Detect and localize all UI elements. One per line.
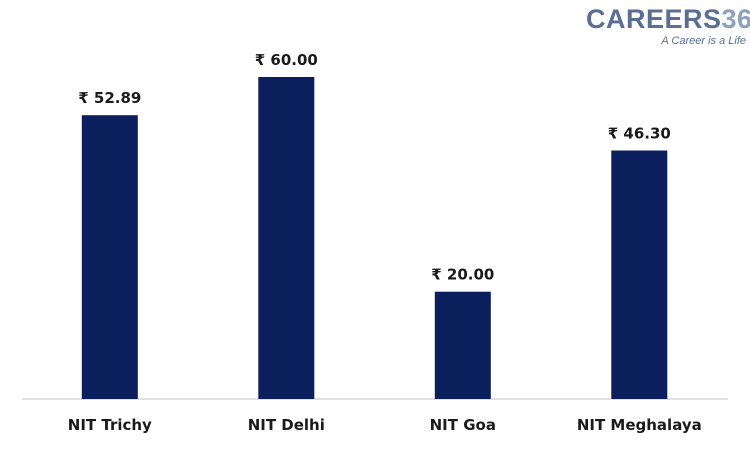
bars-group [81, 77, 668, 399]
careers360-logo: CAREERS360 A Career is a Life [586, 4, 750, 50]
value-label: ₹ 60.00 [255, 51, 318, 69]
logo-tagline: A Career is a Life [661, 35, 746, 47]
value-label: ₹ 20.00 [431, 266, 494, 284]
category-labels-group: NIT Trichy NIT Delhi NIT Goa NIT Meghalaya [68, 416, 702, 434]
value-label: ₹ 46.30 [608, 125, 671, 143]
value-labels-group: ₹ 52.89 ₹ 60.00 ₹ 20.00 ₹ 46.30 [78, 51, 671, 284]
category-label: NIT Delhi [248, 416, 325, 434]
bar-nit-meghalaya [611, 150, 668, 399]
logo-wordmark: CAREERS360 [586, 4, 750, 34]
logo-brand-suffix: 360 [721, 4, 750, 34]
bar-nit-delhi [258, 77, 315, 399]
category-label: NIT Trichy [68, 416, 152, 434]
category-label: NIT Goa [430, 416, 496, 434]
bar-nit-trichy [81, 115, 138, 399]
bar-nit-goa [434, 291, 491, 399]
value-label: ₹ 52.89 [78, 89, 141, 107]
category-label: NIT Meghalaya [577, 416, 702, 434]
logo-brand-prefix: CAREERS [586, 4, 722, 34]
